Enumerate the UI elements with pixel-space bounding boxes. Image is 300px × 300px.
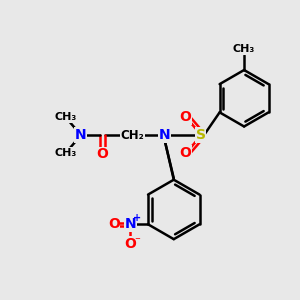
Text: N: N bbox=[124, 217, 136, 231]
Text: O: O bbox=[108, 217, 120, 231]
Text: ⁻: ⁻ bbox=[134, 236, 140, 246]
Text: O: O bbox=[180, 110, 192, 124]
Text: CH₂: CH₂ bbox=[120, 129, 144, 142]
Text: CH₃: CH₃ bbox=[233, 44, 255, 54]
Text: CH₃: CH₃ bbox=[54, 148, 76, 158]
Text: N: N bbox=[74, 128, 86, 142]
Text: CH₃: CH₃ bbox=[54, 112, 76, 122]
Text: O: O bbox=[97, 148, 108, 161]
Text: S: S bbox=[196, 128, 206, 142]
Text: N: N bbox=[159, 128, 171, 142]
Text: +: + bbox=[133, 213, 141, 223]
Text: O: O bbox=[124, 237, 136, 250]
Text: O: O bbox=[180, 146, 192, 160]
